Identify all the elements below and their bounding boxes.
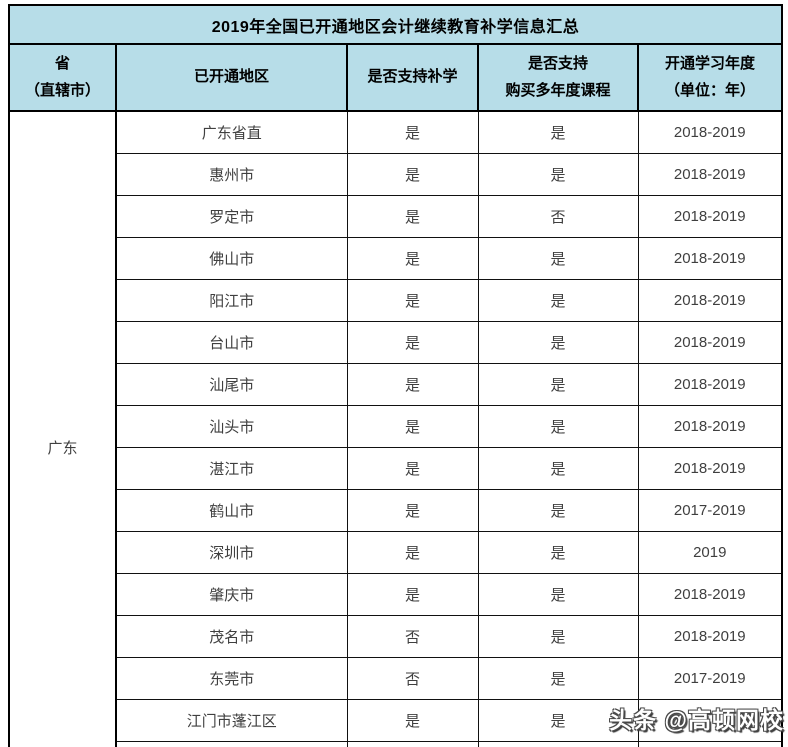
table-row: 深圳市是是 2019 (9, 530, 783, 574)
table-row: 台山市是是 2018-2019 (9, 320, 783, 364)
cell-empty (477, 740, 639, 747)
cell-region: 东莞市 (115, 656, 348, 700)
table-title: 2019年全国已开通地区会计继续教育补学信息汇总 (8, 4, 783, 45)
cell-study-years: 2018-2019 (637, 362, 783, 406)
table-row: 汕头市是是 2018-2019 (9, 404, 783, 448)
cell-multi-year-purchase: 是 (477, 278, 639, 322)
cell-region: 汕尾市 (115, 362, 348, 406)
cell-region: 惠州市 (115, 152, 348, 196)
table-row: 罗定市是否 2018-2019 (9, 194, 783, 238)
cell-study-years: 2018-2019 (637, 110, 783, 154)
cell-study-years: 2018-2019 (637, 194, 783, 238)
cell-makeup-support: 是 (346, 152, 479, 196)
cell-multi-year-purchase: 是 (477, 530, 639, 574)
cell-empty (115, 740, 348, 747)
cell-makeup-support: 是 (346, 320, 479, 364)
cell-study-years: 2018-2019 (637, 278, 783, 322)
cell-study-years: 2018-2019 (637, 404, 783, 448)
cell-region: 罗定市 (115, 194, 348, 238)
cell-study-years: 2017-2019 (637, 488, 783, 532)
cell-makeup-support: 否 (346, 656, 479, 700)
table-row: 茂名市否是 2018-2019 (9, 614, 783, 658)
cell-makeup-support: 是 (346, 446, 479, 490)
col-header-multi-year-purchase: 是否支持 购买多年度课程 (477, 43, 639, 112)
cell-makeup-support: 是 (346, 194, 479, 238)
table-row: 阳江市是是 2018-2019 (9, 278, 783, 322)
continuing-education-table: 2019年全国已开通地区会计继续教育补学信息汇总 省 （直辖市） 已开通地区 是… (8, 4, 783, 747)
table-title-row: 2019年全国已开通地区会计继续教育补学信息汇总 (8, 4, 783, 45)
col-header-region: 已开通地区 (115, 43, 348, 112)
cell-study-years: 2018-2019 (637, 236, 783, 280)
cell-region: 阳江市 (115, 278, 348, 322)
cell-multi-year-purchase: 是 (477, 236, 639, 280)
col-header-makeup-support: 是否支持补学 (346, 43, 479, 112)
cell-multi-year-purchase: 是 (477, 110, 639, 154)
cell-makeup-support: 是 (346, 362, 479, 406)
cell-region: 肇庆市 (115, 572, 348, 616)
cell-makeup-support: 是 (346, 698, 479, 742)
cell-makeup-support: 是 (346, 110, 479, 154)
cell-multi-year-purchase: 是 (477, 656, 639, 700)
cell-region: 汕头市 (115, 404, 348, 448)
cell-study-years: 2019 (637, 530, 783, 574)
cell-makeup-support: 是 (346, 488, 479, 532)
cell-multi-year-purchase: 是 (477, 320, 639, 364)
cell-study-years: 2018-2019 (637, 152, 783, 196)
cell-region: 鹤山市 (115, 488, 348, 532)
cell-study-years: 2018-2019 (637, 572, 783, 616)
cell-empty (346, 740, 479, 747)
cell-multi-year-purchase: 是 (477, 404, 639, 448)
table-row: 惠州市是是 2018-2019 (9, 152, 783, 196)
cell-multi-year-purchase: 是 (477, 572, 639, 616)
cell-study-years: 2017-2019 (637, 656, 783, 700)
cell-makeup-support: 是 (346, 572, 479, 616)
cell-empty (637, 740, 783, 747)
cell-multi-year-purchase: 是 (477, 698, 639, 742)
cell-region: 佛山市 (115, 236, 348, 280)
cell-multi-year-purchase: 是 (477, 362, 639, 406)
col-header-province: 省 （直辖市） (8, 43, 117, 112)
cell-region: 湛江市 (115, 446, 348, 490)
cell-multi-year-purchase: 是 (477, 488, 639, 532)
cell-multi-year-purchase: 是 (477, 446, 639, 490)
table-row-partial (9, 740, 783, 747)
cell-region: 台山市 (115, 320, 348, 364)
cell-multi-year-purchase: 是 (477, 152, 639, 196)
table-row: 广东 广东省直是是 2018-2019 (8, 110, 783, 747)
table-header-row: 省 （直辖市） 已开通地区 是否支持补学 是否支持 购买多年度课程 开通学习年度… (8, 43, 783, 112)
col-header-study-years: 开通学习年度 （单位：年） (637, 43, 783, 112)
table-row: 汕尾市是是 2018-2019 (9, 362, 783, 406)
cell-makeup-support: 是 (346, 530, 479, 574)
cell-region: 茂名市 (115, 614, 348, 658)
cell-makeup-support: 否 (346, 614, 479, 658)
cell-multi-year-purchase: 否 (477, 194, 639, 238)
table-row: 鹤山市是是 2017-2019 (9, 488, 783, 532)
cell-region: 广东省直 (115, 110, 348, 154)
table-row: 江门市蓬江区是是 (9, 698, 783, 742)
cell-study-years: 2018-2019 (637, 320, 783, 364)
table-body: 广东 广东省直是是 2018-2019 惠州市是是 2018-2019 罗定市是否 2018… (8, 110, 783, 747)
cell-study-years (637, 698, 783, 742)
cell-study-years: 2018-2019 (637, 614, 783, 658)
cell-study-years: 2018-2019 (637, 446, 783, 490)
cell-makeup-support: 是 (346, 236, 479, 280)
table-row: 湛江市是是 2018-2019 (9, 446, 783, 490)
cell-region: 深圳市 (115, 530, 348, 574)
cell-region: 江门市蓬江区 (115, 698, 348, 742)
table-row: 肇庆市是是 2018-2019 (9, 572, 783, 616)
province-cell: 广东 (8, 110, 117, 747)
cell-makeup-support: 是 (346, 278, 479, 322)
cell-multi-year-purchase: 是 (477, 614, 639, 658)
table-row: 东莞市否是 2017-2019 (9, 656, 783, 700)
table-row: 佛山市是是 2018-2019 (9, 236, 783, 280)
cell-makeup-support: 是 (346, 404, 479, 448)
